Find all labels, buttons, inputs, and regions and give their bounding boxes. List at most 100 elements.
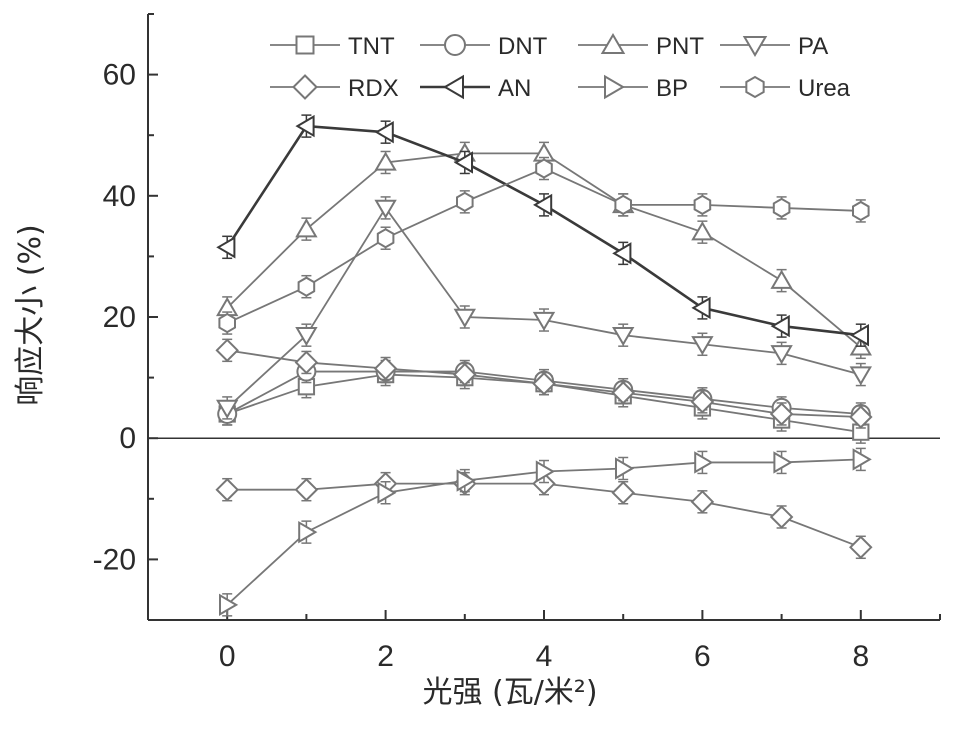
legend-marker xyxy=(742,36,768,57)
y-tick-label: 60 xyxy=(103,59,136,92)
x-tick-label: 4 xyxy=(536,640,553,673)
data-point xyxy=(849,405,873,429)
y-tick-label: 20 xyxy=(103,301,136,334)
data-point xyxy=(535,460,555,483)
data-point xyxy=(615,457,635,480)
legend-item-dnt: DNT xyxy=(420,33,548,60)
legend-label: PNT xyxy=(656,33,704,60)
data-point xyxy=(690,490,715,514)
data-point xyxy=(852,200,870,222)
series-rdx xyxy=(215,338,873,429)
legend-item-pnt: PNT xyxy=(578,33,704,60)
legend-label: RDX xyxy=(348,75,399,102)
series-pa xyxy=(216,196,872,420)
data-point xyxy=(453,151,473,174)
data-point xyxy=(453,362,477,387)
data-point xyxy=(295,114,315,138)
legend-marker xyxy=(295,35,315,55)
data-point xyxy=(215,338,239,363)
data-point xyxy=(691,221,714,241)
data-point xyxy=(773,451,793,474)
data-point xyxy=(453,308,476,328)
legend-item-rdx: RDX xyxy=(270,74,399,102)
chart-legend: TNT DNT PNT PA RDX AN BP Urea xyxy=(270,33,851,102)
data-point xyxy=(849,535,873,560)
legend-marker xyxy=(444,34,466,56)
data-point xyxy=(691,336,714,356)
legend-label: PA xyxy=(798,33,828,60)
data-point xyxy=(532,371,556,396)
legend-item-pa: PA xyxy=(720,33,828,60)
data-point xyxy=(377,481,397,504)
data-point xyxy=(611,380,635,405)
data-point xyxy=(297,276,316,297)
legend-label: DNT xyxy=(498,33,548,60)
data-point xyxy=(456,191,474,213)
legend-label: BP xyxy=(656,75,688,102)
legend-label: TNT xyxy=(348,33,395,60)
data-point xyxy=(298,520,318,544)
data-point xyxy=(219,593,239,617)
x-axis-title: 光强 (瓦/米²) xyxy=(422,675,597,710)
x-tick-label: 8 xyxy=(852,640,869,673)
legend-item-tnt: TNT xyxy=(270,33,395,60)
data-point xyxy=(216,399,239,419)
series-layer xyxy=(215,114,873,617)
data-point xyxy=(215,477,239,502)
data-point xyxy=(294,350,319,375)
legend-marker xyxy=(745,75,765,99)
data-point xyxy=(373,356,398,381)
data-point xyxy=(456,469,476,492)
data-point xyxy=(614,194,632,216)
legend-marker xyxy=(443,74,464,100)
data-point xyxy=(694,451,714,474)
series-bp xyxy=(219,447,872,617)
legend-item-an: AN xyxy=(420,74,531,102)
legend-label: AN xyxy=(498,75,531,102)
series-rdx-negative-branch- xyxy=(215,471,873,560)
series-line xyxy=(226,167,861,324)
data-point xyxy=(611,480,635,505)
data-point xyxy=(374,199,397,219)
data-point xyxy=(374,151,397,171)
data-point xyxy=(849,323,869,347)
y-tick-label: 40 xyxy=(103,180,136,213)
chart-axes: -20 0 20 40 60 0 2 4 6 8 xyxy=(93,13,941,673)
series-urea xyxy=(218,156,870,335)
data-point xyxy=(690,390,715,414)
data-point xyxy=(849,366,872,386)
legend-item-bp: BP xyxy=(578,74,688,102)
x-tick-label: 6 xyxy=(694,640,711,673)
data-point xyxy=(532,311,556,332)
data-point xyxy=(772,197,791,219)
data-point xyxy=(770,269,793,289)
data-point xyxy=(612,242,632,265)
data-point xyxy=(693,194,712,216)
legend-label: Urea xyxy=(798,75,851,102)
legend-marker xyxy=(600,33,626,54)
data-point xyxy=(294,477,319,502)
legend-item-urea: Urea xyxy=(720,75,851,102)
x-tick-label: 2 xyxy=(377,640,394,673)
data-point xyxy=(691,296,711,320)
y-tick-label: 0 xyxy=(119,422,136,455)
data-point xyxy=(376,228,395,249)
data-point xyxy=(295,326,318,347)
data-point xyxy=(770,345,793,365)
data-point xyxy=(535,158,553,179)
y-axis-title: 响应大小 (%) xyxy=(13,224,48,405)
data-point xyxy=(612,326,635,347)
legend-marker xyxy=(604,74,625,100)
data-point xyxy=(216,236,236,259)
data-point xyxy=(852,448,872,471)
data-point xyxy=(533,193,553,217)
data-point xyxy=(770,314,790,338)
x-tick-label: 0 xyxy=(219,640,236,673)
data-point xyxy=(218,312,236,334)
data-point xyxy=(295,218,318,238)
data-point xyxy=(769,505,794,529)
data-point xyxy=(769,402,794,426)
legend-marker xyxy=(292,74,318,100)
series-an xyxy=(216,114,869,347)
